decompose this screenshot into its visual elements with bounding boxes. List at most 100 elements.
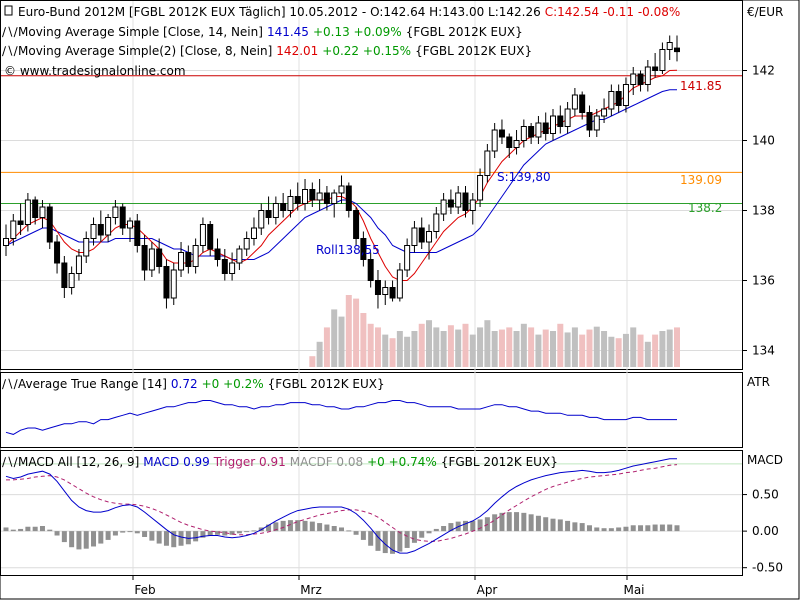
macdf-bar (32, 526, 38, 532)
atr-legend-icon: ∕∖∕ (2, 377, 19, 391)
candle (272, 196, 279, 225)
candle-body (469, 199, 476, 211)
macdf-bar (492, 514, 498, 532)
macdf-bar (659, 524, 665, 532)
main-y-tick-label: 138 (752, 204, 775, 218)
volume-bar (644, 341, 651, 367)
macdf-bar (251, 530, 257, 532)
candle (294, 182, 301, 211)
candle (17, 203, 24, 235)
macdf-bar (61, 531, 67, 543)
level-lines (1, 75, 742, 204)
candle (338, 175, 345, 204)
macdf-bar (411, 531, 417, 543)
candle-body (163, 266, 170, 299)
macdf-bar (353, 531, 359, 535)
candle-body (185, 252, 192, 267)
candle (666, 35, 673, 60)
volume-bar (309, 356, 316, 367)
candle (112, 200, 119, 225)
candle-body (586, 112, 593, 131)
ma8-change: +0.22 +0.15% (322, 44, 411, 58)
macdf-bar (535, 515, 541, 532)
candle-body (126, 220, 133, 229)
candle-body (3, 238, 9, 246)
candle-body (46, 206, 53, 243)
candle (207, 221, 214, 256)
volume-bar (601, 331, 608, 367)
level-low-label: 138.2 (688, 201, 722, 215)
candle (571, 88, 578, 116)
macdf-bar (506, 512, 512, 532)
ma8-value: 142.01 (276, 44, 318, 58)
candle-body (345, 185, 352, 211)
candle-body (353, 210, 360, 239)
candle-body (579, 94, 586, 113)
macdf-bar (579, 523, 585, 532)
macd-legend-icon: ∕∖∕ (2, 455, 19, 469)
candle (163, 259, 170, 309)
candle (469, 193, 476, 225)
candle (557, 105, 564, 134)
candle-body (571, 94, 578, 110)
candle-body (214, 248, 221, 260)
candle (236, 245, 243, 270)
candle (39, 200, 46, 228)
macdf-bar (667, 524, 673, 532)
candle-body (243, 238, 250, 250)
candle (54, 235, 61, 274)
candle-body (367, 259, 374, 281)
candle-body (39, 206, 46, 218)
macdf-bar (346, 530, 352, 532)
macdf-bar (171, 531, 177, 548)
macd-axis-label: MACD (747, 453, 783, 467)
macdf-bar (317, 523, 323, 532)
volume-bar (557, 323, 564, 367)
macdf-bar (127, 531, 133, 533)
candle-body (75, 255, 82, 274)
macdf-bar (324, 524, 330, 532)
main-panel-frame[interactable] (0, 0, 743, 370)
candle (192, 238, 199, 274)
volume-bar (345, 295, 352, 367)
macdf-bar (638, 525, 644, 532)
candle (433, 207, 440, 239)
macdf-bar (433, 528, 439, 532)
macdf-bar (10, 529, 16, 532)
candle-body (272, 203, 279, 218)
volume-bar (382, 334, 389, 367)
candle (374, 270, 381, 309)
title-close: C:142.54 -0.11 -0.08% (545, 5, 681, 19)
macdf-bar (368, 531, 374, 546)
macdf-bar (193, 531, 199, 542)
candle-body (498, 129, 505, 138)
level-top-label: 141.85 (680, 79, 722, 93)
candle-body (68, 273, 75, 288)
candles (3, 35, 680, 309)
candle (396, 263, 403, 302)
macdf-bar (586, 525, 592, 532)
candle-body (170, 269, 177, 299)
macdf-bar (134, 531, 140, 534)
macdf-bar (397, 531, 403, 552)
candle-body (396, 269, 403, 299)
candle-body (323, 192, 330, 204)
candle-body (309, 189, 316, 201)
macdf-bar (521, 512, 527, 532)
macdf-bar (54, 531, 60, 536)
candle (221, 249, 228, 281)
macdf-bar (207, 531, 213, 536)
candle (229, 252, 236, 281)
candle (90, 217, 97, 246)
candle-body (666, 42, 673, 50)
macdf-bar (200, 531, 206, 538)
unit-label: €/EUR (747, 5, 783, 19)
macd-panel-frame[interactable] (0, 450, 743, 576)
main-y-tick-label: 136 (752, 274, 775, 288)
atr-panel-frame[interactable] (0, 372, 743, 448)
volume-bar (469, 334, 476, 367)
candle-body (404, 245, 411, 271)
candle-body (652, 66, 659, 71)
candle-body (637, 73, 644, 85)
candle-body (54, 241, 61, 264)
